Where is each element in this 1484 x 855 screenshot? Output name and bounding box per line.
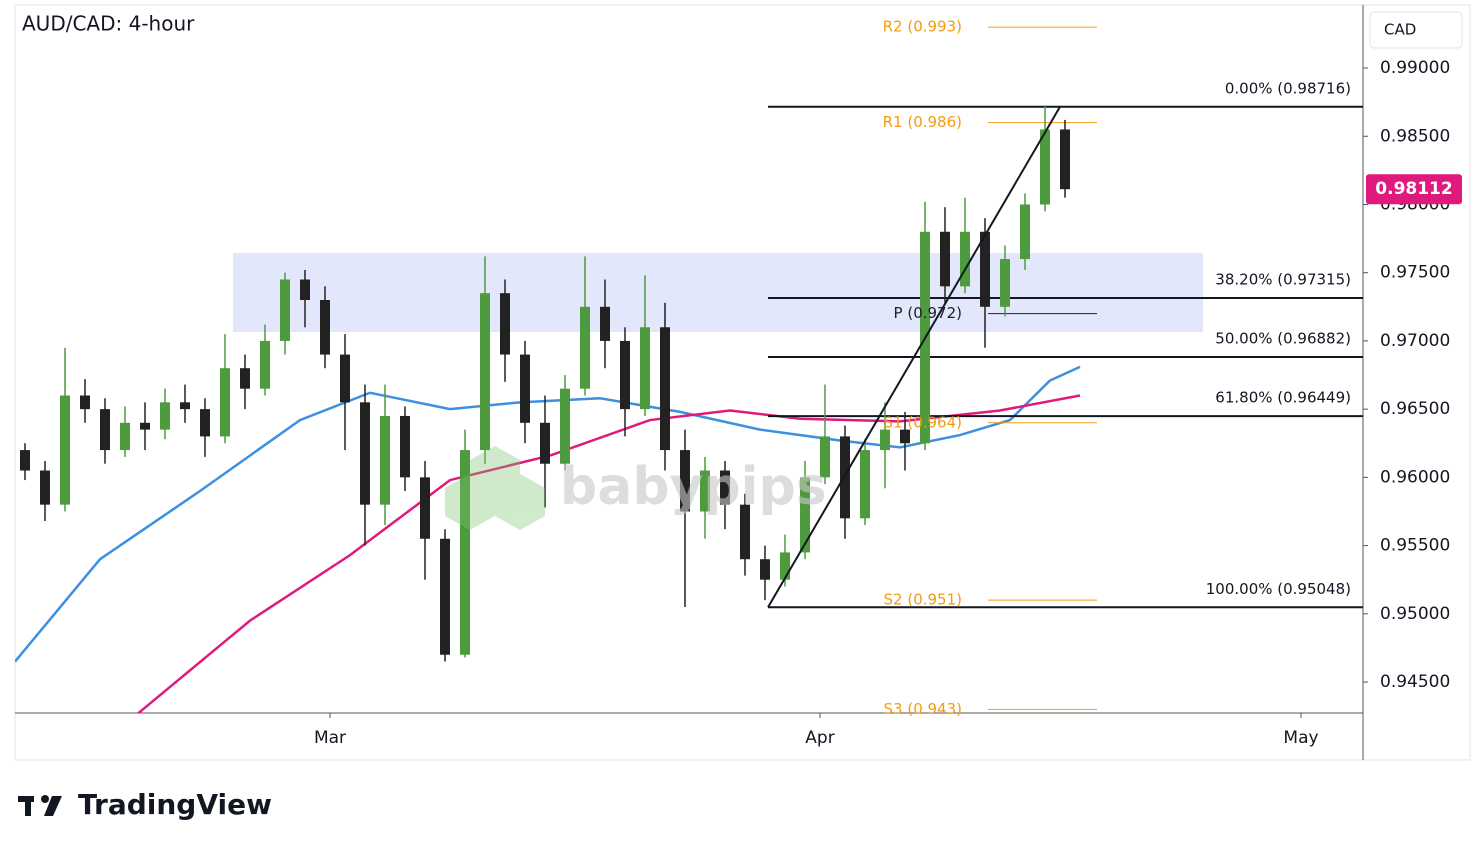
candle-body <box>340 354 350 403</box>
candle-body <box>1060 129 1070 190</box>
candle-body <box>880 429 890 451</box>
fib-label: 38.20% (0.97315) <box>1215 270 1351 288</box>
y-tick-label: 0.98500 <box>1380 126 1450 146</box>
brand-logo <box>18 795 62 816</box>
last-price-label: 0.98112 <box>1375 179 1452 199</box>
candle-body <box>900 429 910 444</box>
candle-body <box>380 415 390 505</box>
y-tick-label: 0.95000 <box>1380 604 1450 624</box>
candle-body <box>40 470 50 505</box>
fib-label: 50.00% (0.96882) <box>1215 330 1351 348</box>
candle-body <box>60 395 70 505</box>
candle-body <box>180 402 190 410</box>
candle-body <box>500 293 510 355</box>
currency: CAD <box>1384 21 1416 39</box>
candle-body <box>440 538 450 655</box>
candle-body <box>360 402 370 505</box>
y-tick-label: 0.96000 <box>1380 467 1450 487</box>
candle-body <box>120 422 130 451</box>
candle-body <box>80 395 90 410</box>
candle-body <box>680 450 690 512</box>
frame <box>14 4 1471 761</box>
candle-body <box>20 450 30 471</box>
moving-average <box>137 394 1081 713</box>
watermark-logo <box>445 446 545 530</box>
candle-body <box>800 477 810 553</box>
y-tick-label: 0.99000 <box>1380 58 1450 78</box>
candle-body <box>720 470 730 505</box>
candle-body <box>220 368 230 437</box>
x-tick-label: May <box>1283 728 1318 748</box>
candle-body <box>580 306 590 389</box>
pivot-label: R1 (0.986) <box>883 113 962 131</box>
trendline <box>767 106 1061 608</box>
candle-body <box>780 552 790 580</box>
currency-box <box>1369 11 1463 49</box>
candle-body <box>320 299 330 355</box>
y-tick-label: 0.95500 <box>1380 536 1450 556</box>
candle-body <box>940 231 950 287</box>
y-tick-label: 0.94500 <box>1380 672 1450 692</box>
candle-body <box>600 306 610 341</box>
candle-body <box>420 477 430 539</box>
x-tick-label: Apr <box>805 728 834 748</box>
y-tick-label: 0.96500 <box>1380 399 1450 419</box>
candle-body <box>980 231 990 307</box>
fib-label: 100.00% (0.95048) <box>1206 580 1351 598</box>
candle-body <box>400 415 410 478</box>
candle-body <box>740 504 750 560</box>
last-price-box <box>1366 174 1462 205</box>
pivot-label: S1 (0.964) <box>884 413 962 431</box>
fib-label: 0.00% (0.98716) <box>1225 79 1351 97</box>
candle-body <box>100 409 110 451</box>
candle-body <box>700 470 710 512</box>
y-tick-label: 0.97000 <box>1380 331 1450 351</box>
pivot-label: R2 (0.993) <box>883 18 962 36</box>
candle-body <box>540 422 550 464</box>
candle-body <box>640 327 650 410</box>
candle-body <box>660 327 670 451</box>
candle-body <box>1040 129 1050 205</box>
candle-body <box>960 231 970 287</box>
candle-body <box>760 559 770 580</box>
pivot-label: P (0.972) <box>894 304 962 322</box>
candle-body <box>300 279 310 300</box>
fib-label: 61.80% (0.96449) <box>1215 389 1351 407</box>
candle-body <box>620 340 630 410</box>
candle-body <box>240 368 250 389</box>
watermark: babypips <box>560 457 827 517</box>
candle-body <box>460 450 470 655</box>
candle-body <box>560 388 570 464</box>
candle-body <box>1000 259 1010 307</box>
candle-body <box>480 293 490 451</box>
candle-body <box>280 279 290 341</box>
candle-body <box>820 436 830 478</box>
x-tick-label: Mar <box>314 728 346 748</box>
candle-body <box>140 422 150 430</box>
candle-body <box>200 409 210 437</box>
zone <box>233 253 1203 333</box>
pivot-label: S3 (0.943) <box>884 700 962 718</box>
candle-body <box>260 340 270 389</box>
candle-body <box>860 450 870 519</box>
chart-title: AUD/CAD: 4-hour <box>22 12 195 36</box>
candle-body <box>840 436 850 519</box>
candle-body <box>1020 204 1030 260</box>
brand: TradingView <box>78 788 272 821</box>
y-tick-label: 0.97500 <box>1380 263 1450 283</box>
candle-body <box>160 402 170 430</box>
pivot-label: S2 (0.951) <box>884 591 962 609</box>
candle-body <box>520 354 530 423</box>
